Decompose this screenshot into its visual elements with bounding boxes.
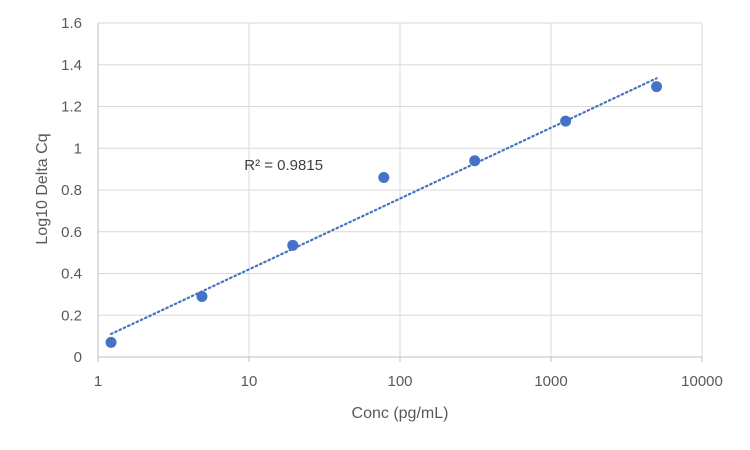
data-point xyxy=(378,171,390,183)
data-point xyxy=(651,81,663,93)
y-tick-label: 0.2 xyxy=(61,307,82,324)
gridlines xyxy=(98,22,703,357)
data-point xyxy=(469,155,481,167)
data-point xyxy=(105,336,117,348)
trendline xyxy=(109,77,658,336)
y-tick-labels: 0 0.2 0.4 0.6 0.8 1 1.2 1.4 1.6 xyxy=(61,15,82,366)
data-point xyxy=(560,115,572,127)
y-tick-label: 0.8 xyxy=(61,182,82,199)
y-axis-title: Log10 Delta Cq xyxy=(34,133,51,244)
trendline-group xyxy=(109,77,658,336)
x-tick-label: 10 xyxy=(241,373,258,390)
y-tick-label: 0 xyxy=(74,349,82,366)
y-tick-label: 0.6 xyxy=(61,224,82,241)
x-tick-label: 10000 xyxy=(681,373,723,390)
data-point xyxy=(196,290,208,302)
y-tick-label: 1.4 xyxy=(61,57,82,74)
data-points xyxy=(105,81,663,348)
x-tick-labels: 1 10 100 1000 10000 xyxy=(94,373,723,390)
y-tick-label: 1.2 xyxy=(61,99,82,116)
axes xyxy=(97,23,703,362)
y-tick-label: 0.4 xyxy=(61,266,82,283)
x-tick-label: 1000 xyxy=(534,373,567,390)
x-axis-title: Conc (pg/mL) xyxy=(352,405,449,422)
y-tick-label: 1 xyxy=(74,140,82,157)
annotations: R² = 0.9815 xyxy=(244,157,323,174)
x-tick-label: 100 xyxy=(387,373,412,390)
y-tick-label: 1.6 xyxy=(61,15,82,32)
data-point xyxy=(287,239,299,251)
x-tick-label: 1 xyxy=(94,373,102,390)
r-squared-label: R² = 0.9815 xyxy=(244,157,323,174)
